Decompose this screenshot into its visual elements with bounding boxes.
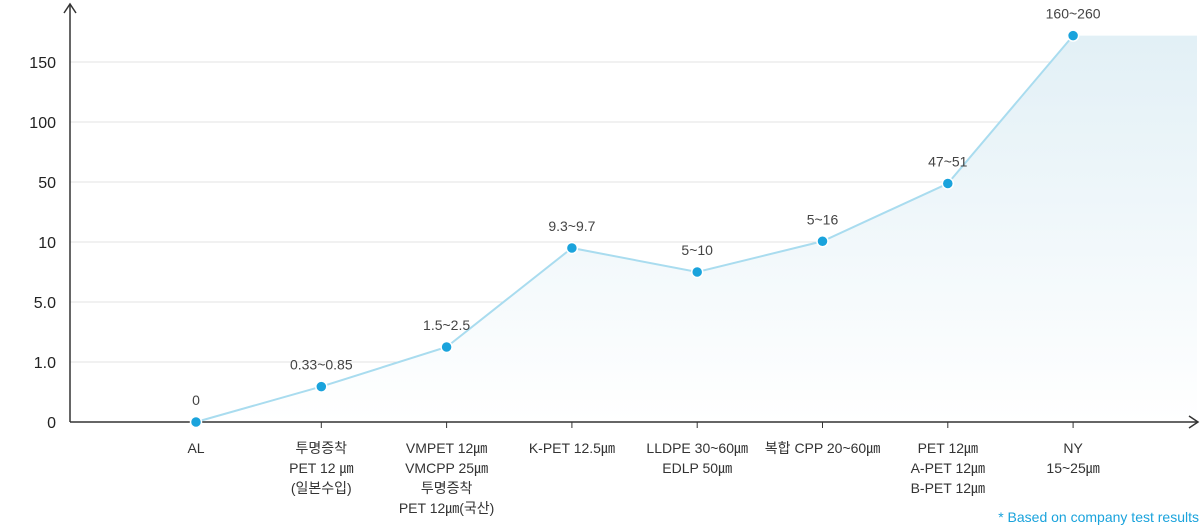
data-points xyxy=(189,29,1080,429)
data-label: 5~10 xyxy=(681,242,713,258)
data-labels: 0 0.33~0.85 1.5~2.5 9.3~9.7 5~10 5~16 47~51 160… xyxy=(192,6,1101,408)
data-point xyxy=(1066,29,1080,42)
category-label: B-PET 12㎛ xyxy=(911,480,985,497)
category-label: A-PET 12㎛ xyxy=(911,460,985,477)
category-label: AL xyxy=(187,440,204,456)
category-label: PET 12 ㎛ xyxy=(289,460,353,477)
y-tick-label: 150 xyxy=(29,55,56,72)
category-label: 복합 CPP 20~60㎛ xyxy=(765,440,880,457)
data-point xyxy=(440,340,453,354)
category-labels: AL 투명증착 PET 12 ㎛ (일본수입) VMPET 12㎛ VMCPP 25㎛ 투명… xyxy=(187,440,1099,517)
axes xyxy=(63,2,1200,429)
footnote: * Based on company test results xyxy=(998,509,1199,525)
data-point xyxy=(315,380,328,393)
category-label: 15~25㎛ xyxy=(1046,460,1099,477)
data-label: 47~51 xyxy=(928,154,968,170)
category-label: (일본수입) xyxy=(291,480,352,496)
y-tick-label: 5.0 xyxy=(34,295,56,312)
y-tick-label: 50 xyxy=(38,175,56,192)
data-label: 0 xyxy=(192,392,200,408)
category-label: K-PET 12.5㎛ xyxy=(529,440,615,457)
data-label: 9.3~9.7 xyxy=(548,218,595,234)
category-label: 투명증착 xyxy=(421,480,473,496)
series-line xyxy=(195,34,1074,423)
y-tick-label: 10 xyxy=(38,235,56,252)
category-label: PET 12㎛ xyxy=(918,440,978,457)
category-label: PET 12㎛(국산) xyxy=(399,500,495,517)
category-label: 투명증착 xyxy=(296,440,348,456)
data-point xyxy=(941,177,955,190)
data-label: 5~16 xyxy=(807,211,839,227)
y-tick-label: 0 xyxy=(47,415,56,432)
data-label: 0.33~0.85 xyxy=(290,357,353,373)
area-fill xyxy=(196,35,1197,422)
category-label: NY xyxy=(1063,440,1083,456)
category-label: LLDPE 30~60㎛ xyxy=(646,440,748,457)
y-axis-arrow xyxy=(63,2,77,14)
y-tick-labels: 0 1.0 5.0 10 50 100 150 xyxy=(29,55,56,432)
data-point xyxy=(189,415,203,429)
category-label: VMCPP 25㎛ xyxy=(405,460,488,477)
x-tick-marks xyxy=(195,422,1074,428)
y-tick-label: 1.0 xyxy=(34,355,56,372)
category-label: EDLP 50㎛ xyxy=(662,460,732,477)
data-point xyxy=(816,235,829,248)
y-tick-label: 100 xyxy=(29,115,56,132)
category-label: VMPET 12㎛ xyxy=(406,440,487,457)
x-axis-arrow xyxy=(1188,415,1200,429)
data-point xyxy=(565,241,579,255)
data-point xyxy=(690,265,704,279)
data-label: 160~260 xyxy=(1046,6,1101,22)
data-label: 1.5~2.5 xyxy=(423,317,470,333)
